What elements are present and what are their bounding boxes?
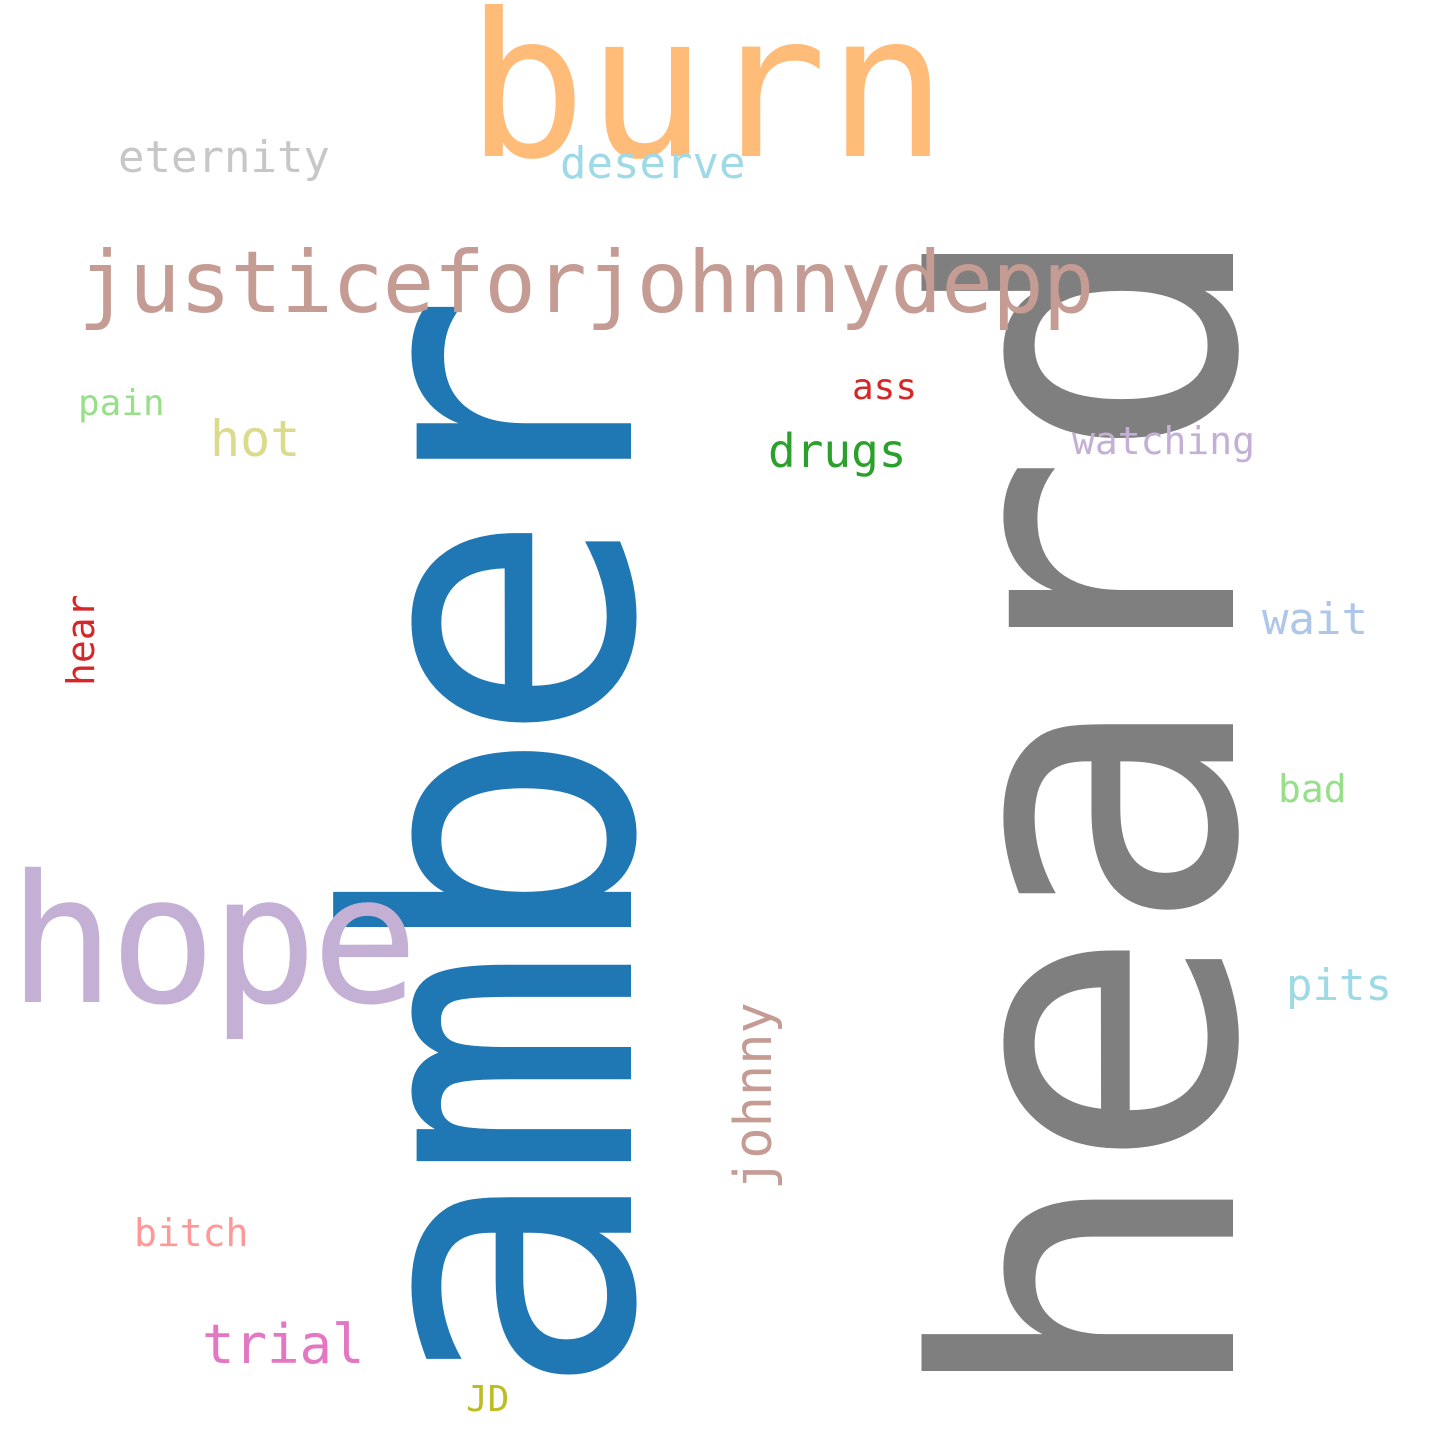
word-trial: trial [202, 1313, 365, 1376]
word-ass: ass [852, 367, 918, 408]
word-bad: bad [1278, 767, 1347, 811]
word-wait: wait [1262, 594, 1368, 645]
word-deserve: deserve [560, 138, 746, 189]
word-pain: pain [78, 383, 165, 424]
word-jd: JD [466, 1379, 510, 1420]
word-drugs: drugs [768, 424, 907, 478]
word-hear: hear [59, 594, 103, 686]
word-hot: hot [210, 410, 301, 468]
word-watching: watching [1072, 419, 1256, 463]
word-bitch: bitch [134, 1211, 249, 1255]
word-burn: burn [466, 0, 948, 204]
word-pits: pits [1286, 960, 1392, 1011]
word-eternity: eternity [118, 132, 330, 183]
word-johnny: johnny [724, 1002, 784, 1190]
word-justiceforjohnnydepp: justiceforjohnnydepp [78, 233, 1095, 333]
word-hope: hope [8, 837, 419, 1044]
word-heard: heard [852, 225, 1330, 1410]
